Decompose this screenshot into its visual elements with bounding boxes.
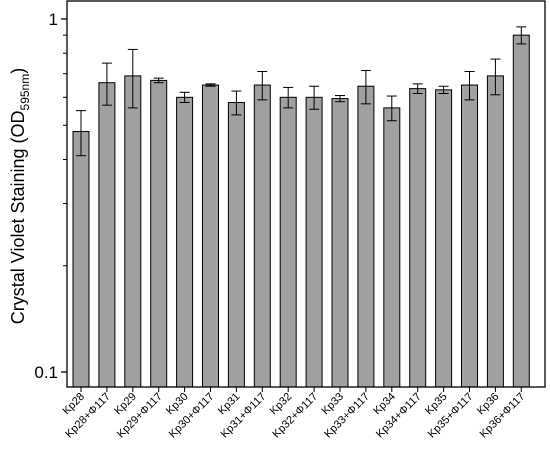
y-tick-label: 0.1: [34, 363, 58, 382]
bar: [150, 79, 168, 388]
bar: [409, 88, 427, 388]
y-tick-label: 1: [49, 10, 58, 29]
bar: [357, 85, 375, 388]
bar: [253, 84, 271, 388]
y-axis-ticks: 10.1: [34, 10, 67, 382]
bar: [279, 96, 297, 388]
bar: [227, 102, 245, 388]
bar: [461, 84, 478, 388]
y-axis-title-subscript: 595nm: [18, 74, 32, 111]
bar: [124, 75, 142, 388]
plot-frame: [66, 0, 546, 388]
bar: [331, 98, 349, 388]
bar: [176, 96, 194, 388]
bar: [202, 84, 219, 388]
error-bars-group: [76, 26, 527, 157]
y-axis-title-main: Crystal Violet Staining (OD: [8, 110, 28, 324]
bar: [486, 75, 504, 388]
bars-group: [72, 34, 530, 388]
bar: [98, 82, 116, 388]
bar: [512, 34, 530, 388]
bar: [383, 107, 401, 388]
y-axis-title: Crystal Violet Staining (OD595nm): [8, 68, 32, 324]
y-axis-title-close: ): [8, 68, 28, 74]
bar: [72, 131, 90, 388]
bar: [435, 89, 453, 388]
bar: [305, 96, 323, 388]
